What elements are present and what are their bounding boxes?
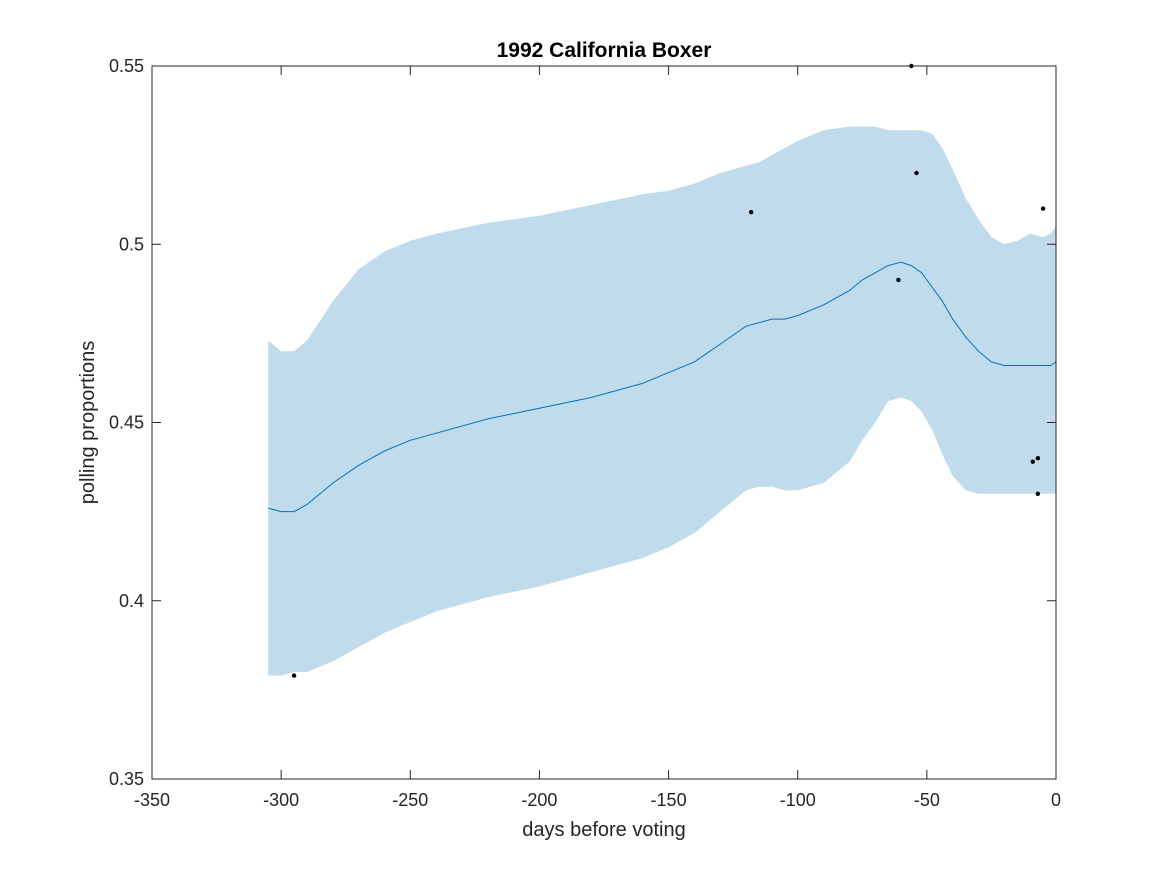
y-tick-label: 0.45 bbox=[109, 413, 144, 433]
x-tick-label: -250 bbox=[392, 790, 428, 810]
poll-point bbox=[1035, 456, 1041, 461]
x-tick-label: -150 bbox=[651, 790, 687, 810]
poll-point bbox=[1030, 459, 1036, 464]
chart-title: 1992 California Boxer bbox=[497, 39, 712, 62]
x-tick-label: -300 bbox=[263, 790, 299, 810]
poll-point bbox=[914, 170, 919, 176]
x-tick-label: -50 bbox=[914, 790, 940, 810]
poll-point bbox=[1040, 206, 1046, 211]
mean-line bbox=[268, 261, 1057, 513]
x-axis-label: days before voting bbox=[522, 819, 685, 841]
x-tick-label: 0 bbox=[1051, 790, 1061, 810]
poll-point bbox=[896, 277, 901, 283]
y-tick-label: 0.5 bbox=[119, 234, 144, 254]
x-tick-label: -350 bbox=[134, 790, 170, 810]
axis-ticks: -350 -300 -250 -200 -150 -100 -50 0 0.35 0.4 0.45 0… bbox=[109, 56, 1061, 810]
poll-point bbox=[1035, 491, 1041, 496]
y-axis-label: polling proportions bbox=[77, 341, 99, 504]
x-tick-label: -200 bbox=[521, 790, 557, 810]
y-tick-label: 0.4 bbox=[119, 591, 144, 611]
plot-area bbox=[268, 63, 1057, 678]
poll-point bbox=[749, 210, 754, 215]
poll-point bbox=[291, 673, 297, 678]
y-tick-label: 0.35 bbox=[109, 769, 144, 789]
x-tick-label: -100 bbox=[780, 790, 816, 810]
y-tick-label: 0.55 bbox=[109, 56, 144, 76]
confidence-band bbox=[268, 126, 1056, 676]
